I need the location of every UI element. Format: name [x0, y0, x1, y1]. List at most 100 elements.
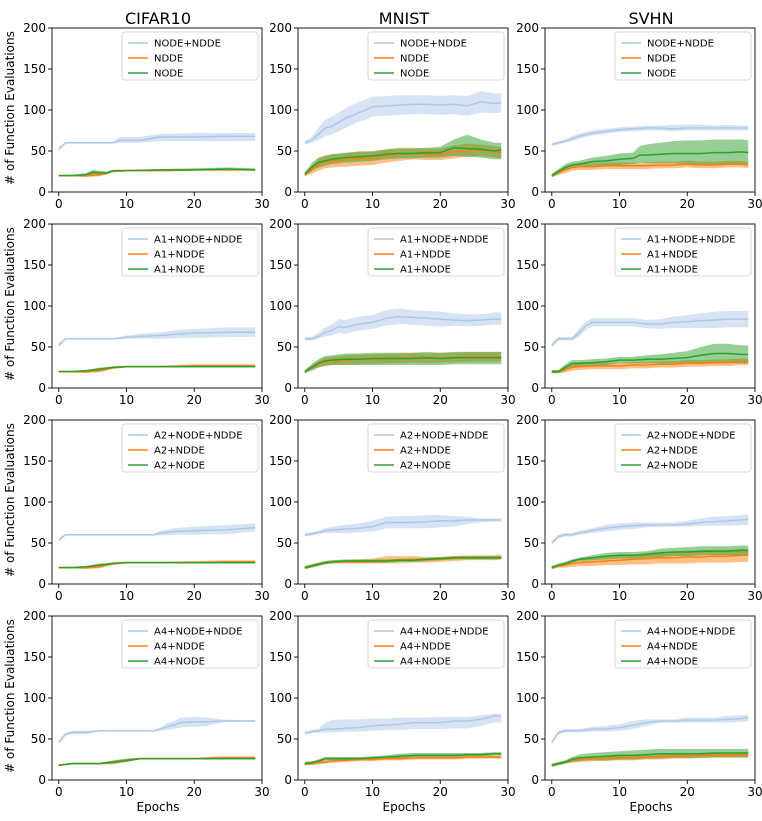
- line-node: [304, 146, 502, 175]
- x-tick-label: 10: [612, 197, 627, 211]
- y-tick-label: 100: [516, 299, 539, 313]
- band-a1-node: [304, 351, 502, 374]
- y-tick-label: 200: [23, 217, 46, 231]
- legend: A1+NODE+NDDE A1+NDDE A1+NODE: [367, 227, 505, 277]
- x-tick-label: 10: [119, 785, 134, 799]
- legend-box: [614, 423, 752, 473]
- panel-r3-c1: 0 10 20 30050100150200A4+NODE+NDDEA4+NDDEA4…: [269, 609, 516, 799]
- x-tick-label: 0: [55, 197, 63, 211]
- y-tick-label: 100: [516, 103, 539, 117]
- y-tick-label: 50: [277, 732, 292, 746]
- ylabel-row-0: # of Function Evaluations: [3, 31, 17, 185]
- legend-box: [121, 619, 259, 669]
- x-tick-label: 30: [747, 197, 762, 211]
- legend-label: A1+NODE: [154, 265, 205, 276]
- y-tick-label: 200: [269, 21, 292, 35]
- y-tick-label: 150: [23, 62, 46, 76]
- x-tick-label: 20: [680, 589, 695, 603]
- x-tick-label: 10: [119, 589, 134, 603]
- line-node-ndde: [551, 127, 749, 146]
- y-tick-label: 100: [516, 495, 539, 509]
- line-a2-ndde: [551, 554, 749, 569]
- x-tick-label: 0: [548, 197, 556, 211]
- x-tick-label: 0: [301, 589, 309, 603]
- legend-label: A1+NODE+NDDE: [647, 235, 736, 246]
- y-tick-label: 0: [531, 185, 539, 199]
- band-a1-node: [551, 343, 749, 374]
- legend-label: A2+NDDE: [154, 446, 205, 457]
- y-tick-label: 200: [23, 609, 46, 623]
- legend: A4+NODE+NDDE A4+NDDE A4+NODE: [367, 619, 505, 669]
- line-a2-node-ndde: [304, 519, 502, 536]
- legend-box: [614, 31, 752, 81]
- legend-label: A4+NDDE: [647, 642, 698, 653]
- legend: NODE+NDDE NDDE NODE: [121, 31, 259, 81]
- legend: A2+NODE+NDDE A2+NDDE A2+NODE: [614, 423, 752, 473]
- legend-label: NDDE: [154, 54, 183, 65]
- x-tick-label: 30: [500, 785, 515, 799]
- line-a1-ndde: [551, 361, 749, 373]
- panel-r1-c2: 0 10 20 30050100150200A1+NODE+NDDEA1+NDDEA1…: [516, 217, 762, 407]
- legend-label: NODE: [400, 69, 429, 80]
- legend-label: A4+NODE: [400, 657, 451, 668]
- legend: A4+NODE+NDDE A4+NDDE A4+NODE: [614, 619, 752, 669]
- ylabel-row-1: # of Function Evaluations: [3, 227, 17, 381]
- y-tick-label: 200: [516, 217, 539, 231]
- legend-label: NDDE: [400, 54, 429, 65]
- legend-label: A2+NODE: [400, 461, 451, 472]
- line-a1-node-ndde: [304, 315, 502, 340]
- y-tick-label: 150: [269, 258, 292, 272]
- legend-box: [121, 227, 259, 277]
- y-tick-label: 200: [516, 413, 539, 427]
- y-tick-label: 0: [284, 577, 292, 591]
- x-tick-label: 20: [680, 197, 695, 211]
- y-tick-label: 100: [269, 103, 292, 117]
- x-tick-label: 10: [365, 589, 380, 603]
- y-tick-label: 50: [277, 536, 292, 550]
- legend-label: NODE+NDDE: [647, 39, 714, 50]
- legend-label: A2+NODE: [647, 461, 698, 472]
- y-tick-label: 0: [38, 577, 46, 591]
- line-a4-node: [551, 752, 749, 766]
- y-tick-label: 50: [277, 144, 292, 158]
- x-tick-label: 30: [254, 197, 269, 211]
- y-tick-label: 100: [269, 299, 292, 313]
- band-a2-node-ndde: [58, 523, 256, 542]
- panel-r1-c0: 0 10 20 30050100150200A1+NODE+NDDEA1+NDDEA1…: [23, 217, 270, 407]
- legend-label: NODE+NDDE: [400, 39, 467, 50]
- line-a4-node: [304, 753, 502, 765]
- x-tick-label: 10: [365, 393, 380, 407]
- y-tick-label: 100: [23, 495, 46, 509]
- y-tick-label: 150: [269, 650, 292, 664]
- y-tick-label: 0: [284, 381, 292, 395]
- line-ndde: [551, 163, 749, 177]
- legend-label: A2+NODE+NDDE: [154, 431, 243, 442]
- y-tick-label: 150: [23, 454, 46, 468]
- y-tick-label: 50: [524, 340, 539, 354]
- line-a2-node-ndde: [551, 518, 749, 544]
- x-tick-label: 20: [680, 393, 695, 407]
- y-tick-label: 0: [38, 185, 46, 199]
- legend-label: A1+NODE: [400, 265, 451, 276]
- y-tick-label: 50: [277, 340, 292, 354]
- y-tick-label: 50: [524, 536, 539, 550]
- legend-label: A2+NDDE: [647, 446, 698, 457]
- x-tick-label: 10: [119, 393, 134, 407]
- band-a4-node-ndde: [551, 714, 749, 744]
- legend-label: A2+NODE+NDDE: [400, 431, 489, 442]
- panel-r2-c1: 0 10 20 30050100150200A2+NODE+NDDEA2+NDDEA2…: [269, 413, 516, 603]
- band-node: [304, 134, 502, 176]
- line-a4-node: [58, 757, 256, 766]
- legend-label: A2+NODE+NDDE: [647, 431, 736, 442]
- legend-label: A4+NODE+NDDE: [647, 627, 736, 638]
- x-tick-label: 30: [254, 785, 269, 799]
- line-a1-node: [304, 356, 502, 373]
- panel-r3-c2: 0 10 20 30050100150200A4+NODE+NDDEA4+NDDEA4…: [516, 609, 762, 799]
- x-tick-label: 20: [433, 589, 448, 603]
- x-tick-label: 0: [55, 589, 63, 603]
- band-node-ndde: [551, 124, 749, 147]
- panel-r2-c0: 0 10 20 30050100150200A2+NODE+NDDEA2+NDDEA2…: [23, 413, 270, 603]
- panel-r0-c2: 0 10 20 30 0 50 100 150 200 NODE+NDDE NDDE NODE: [516, 21, 762, 211]
- x-tick-label: 10: [612, 589, 627, 603]
- y-tick-label: 50: [31, 536, 46, 550]
